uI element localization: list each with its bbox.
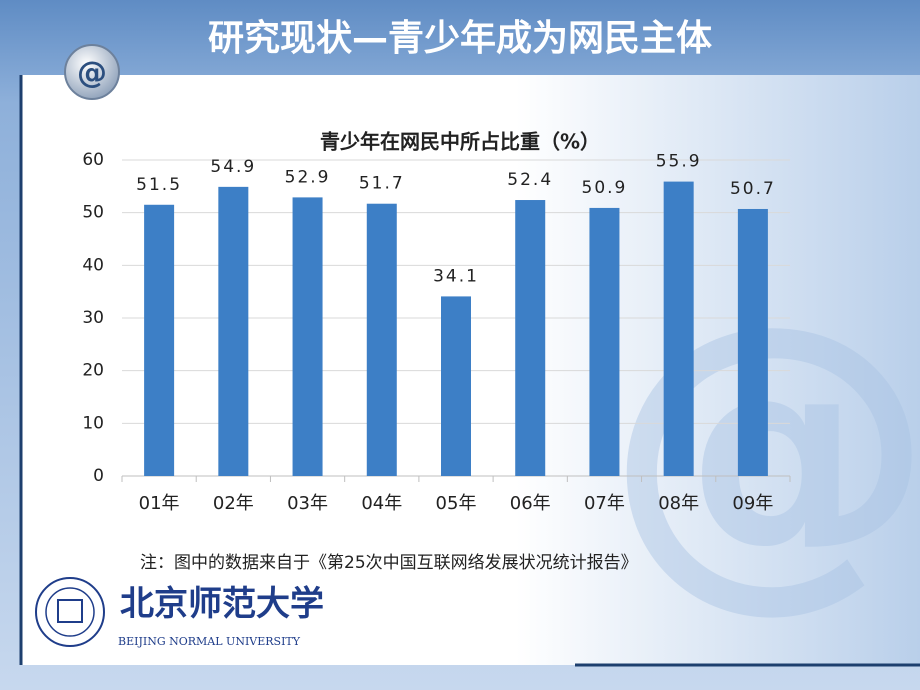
bar [218,186,249,477]
value-label: 50.7 [730,179,776,199]
bar [737,208,768,477]
y-tick-label: 10 [82,413,104,433]
value-label: 54.9 [210,157,256,177]
note: 注：图中的数据来自于《第25次中国互联网络发展状况统计报告》 [140,553,638,573]
y-tick-label: 50 [82,203,104,223]
slide-title: 研究现状—青少年成为网民主体 [208,18,712,59]
x-tick-label: 04年 [361,493,402,514]
y-tick-label: 20 [82,361,104,381]
logo-emblem [35,577,105,647]
x-tick-label: 06年 [510,493,551,514]
at-icon-glyph: @ [77,56,107,91]
bar [292,197,323,477]
logo-name-cn: 北京师范大学 [120,584,324,624]
bar [366,203,397,477]
bar [441,296,471,476]
bar [589,207,620,476]
value-label: 52.4 [507,170,553,190]
y-tick-label: 60 [82,150,104,170]
x-tick-label: 07年 [584,493,625,514]
y-tick-label: 0 [93,466,104,486]
y-tick-label: 30 [82,308,104,328]
value-label: 50.9 [582,178,628,198]
value-label: 51.5 [136,175,182,195]
logo-name-en: BEIJING NORMAL UNIVERSITY [118,635,301,648]
chart-title: 青少年在网民中所占比重（%） [320,130,600,154]
y-tick-label: 40 [82,255,104,275]
x-tick-label: 08年 [658,493,699,514]
x-tick-label: 09年 [732,493,773,514]
x-tick-label: 02年 [213,493,254,514]
value-label: 52.9 [285,167,331,187]
bar [663,181,694,477]
plot: 0 10 20 30 40 50 60 01年 51.5 02年 54.9 03年 52.9 04年 51.… [82,150,791,514]
x-tick-label: 05年 [436,493,477,514]
bar [515,200,546,476]
value-label: 51.7 [359,174,405,194]
x-tick-label: 01年 [139,493,180,514]
x-tick-label: 03年 [287,493,328,514]
value-label: 55.9 [656,152,702,172]
at-icon [64,44,120,100]
bar [144,204,175,476]
value-label: 34.1 [433,266,479,286]
